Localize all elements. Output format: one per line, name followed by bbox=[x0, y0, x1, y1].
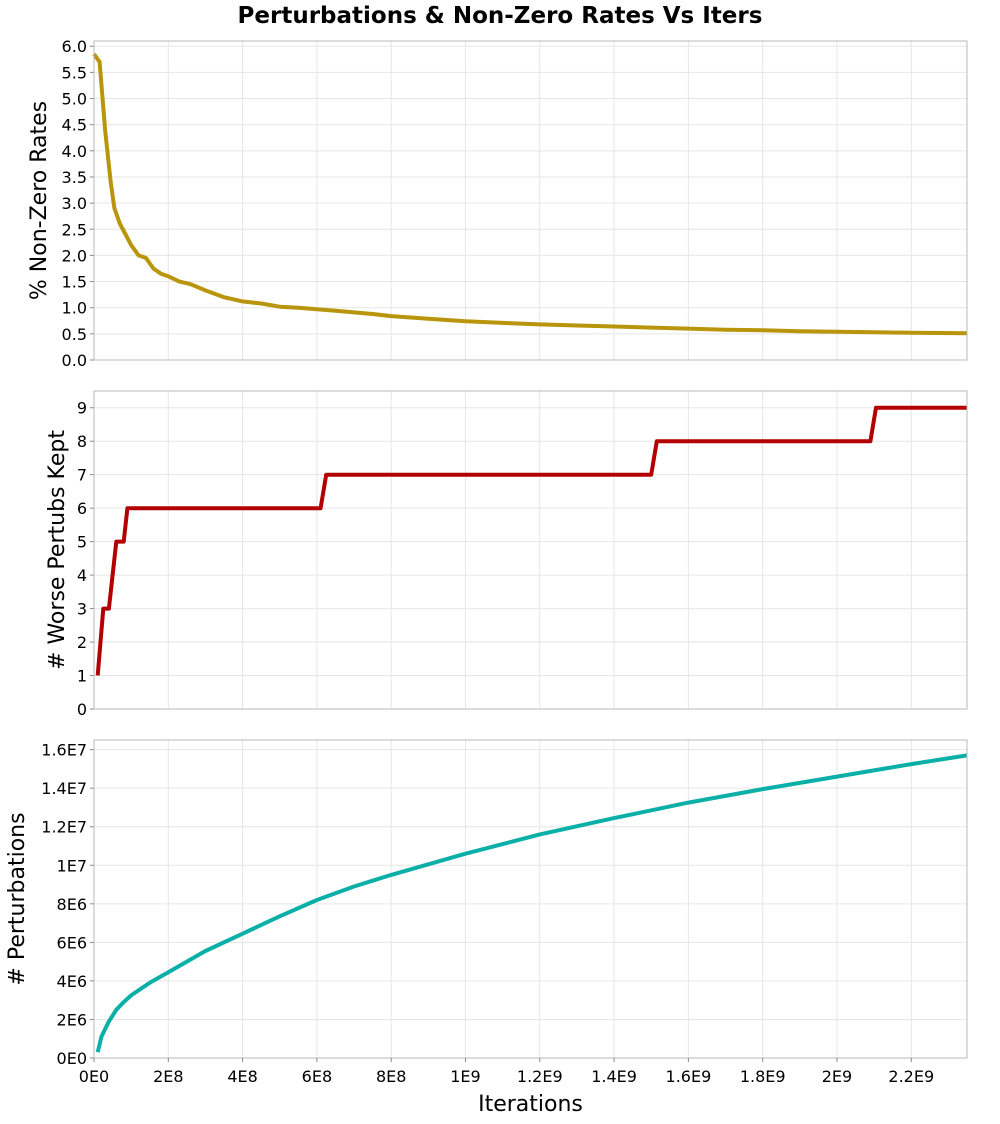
y-tick-label: 2 bbox=[77, 633, 87, 652]
y-tick-label: 1E7 bbox=[57, 856, 87, 875]
y-tick-label: 8 bbox=[77, 432, 87, 451]
y-tick-label: 4.5 bbox=[62, 116, 87, 135]
y-tick-label: 1.4E7 bbox=[41, 779, 87, 798]
series-line-1 bbox=[92, 52, 968, 336]
y-tick-label: 1.2E7 bbox=[41, 818, 87, 837]
y-tick-label: 2.0 bbox=[62, 246, 87, 265]
x-tick-label: 1.2E9 bbox=[517, 1067, 563, 1086]
y-tick-label: 4.0 bbox=[62, 142, 87, 161]
x-tick-label: 8E8 bbox=[376, 1067, 406, 1086]
y-tick-label: 2.5 bbox=[62, 220, 87, 239]
x-tick-label: 2E9 bbox=[822, 1067, 852, 1086]
y-tick-label: 0.5 bbox=[62, 325, 87, 344]
plot-frame bbox=[93, 390, 968, 710]
y-tick-label: 6E6 bbox=[57, 933, 87, 952]
series-line-3 bbox=[95, 753, 968, 1053]
y-tick-label: 4 bbox=[77, 566, 87, 585]
y-axis-label: # Perturbations bbox=[5, 812, 30, 985]
y-tick-label: 6 bbox=[77, 499, 87, 518]
chart-panels: 0.0 0.5 1.0 1.5 2.0 2.5 3.0 3.5 4.0 4.5 5.0 5.5 6.0%… bbox=[5, 37, 968, 1117]
panel-1: 0.0 0.5 1.0 1.5 2.0 2.5 3.0 3.5 4.0 4.5 5.0 5.5 6.0%… bbox=[27, 37, 968, 370]
y-tick-label: 5 bbox=[77, 533, 87, 552]
x-tick-label: 2.2E9 bbox=[888, 1067, 934, 1086]
y-tick-label: 3.0 bbox=[62, 194, 87, 213]
plot-frame bbox=[93, 40, 968, 361]
x-tick-label: 1.4E9 bbox=[591, 1067, 637, 1086]
chart-title: Perturbations & Non-Zero Rates Vs Iters bbox=[238, 3, 763, 29]
x-tick-label: 0E0 bbox=[79, 1067, 109, 1086]
y-tick-label: 8E6 bbox=[57, 895, 87, 914]
y-tick-label: 3.5 bbox=[62, 168, 87, 187]
y-tick-label: 5.5 bbox=[62, 63, 87, 82]
y-tick-label: 4E6 bbox=[57, 972, 87, 991]
y-tick-label: 2E6 bbox=[57, 1010, 87, 1029]
x-tick-label: 6E8 bbox=[302, 1067, 332, 1086]
panel-2: 0 1 2 3 4 5 6 7 8 9 # Worse Pertubs Kept bbox=[45, 390, 968, 719]
y-tick-label: 1.0 bbox=[62, 299, 87, 318]
y-tick-label: 1 bbox=[77, 667, 87, 686]
y-tick-label: 3 bbox=[77, 600, 87, 619]
x-tick-label: 1.8E9 bbox=[740, 1067, 786, 1086]
y-tick-label: 6.0 bbox=[62, 37, 87, 56]
y-axis-label: % Non-Zero Rates bbox=[27, 101, 52, 300]
plot-frame bbox=[93, 739, 968, 1059]
y-tick-label: 1.6E7 bbox=[41, 741, 87, 760]
x-tick-label: 4E8 bbox=[227, 1067, 257, 1086]
y-tick-label: 1.5 bbox=[62, 273, 87, 292]
x-axis-label: Iterations bbox=[478, 1092, 583, 1117]
y-tick-label: 0.0 bbox=[62, 351, 87, 370]
y-axis-label: # Worse Pertubs Kept bbox=[45, 430, 70, 670]
y-tick-label: 9 bbox=[77, 399, 87, 418]
x-tick-label: 1.6E9 bbox=[666, 1067, 712, 1086]
panel-3: 0E0 2E6 4E6 6E6 8E6 1E7 1.2E7 1.4E7 1.6E7 # Pertu… bbox=[5, 739, 968, 1117]
y-tick-label: 5.0 bbox=[62, 90, 87, 109]
y-tick-label: 0 bbox=[77, 700, 87, 719]
x-tick-label: 1E9 bbox=[450, 1067, 480, 1086]
x-tick-label: 2E8 bbox=[153, 1067, 183, 1086]
series-line-2 bbox=[95, 405, 967, 676]
y-tick-label: 7 bbox=[77, 466, 87, 485]
y-tick-label: 0E0 bbox=[57, 1049, 87, 1068]
